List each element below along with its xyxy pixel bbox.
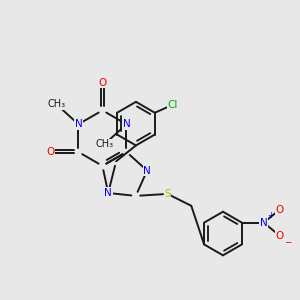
- Text: N: N: [143, 166, 151, 176]
- Text: N: N: [123, 119, 130, 129]
- Text: O: O: [46, 147, 55, 157]
- Text: −: −: [284, 237, 291, 246]
- Text: O: O: [275, 230, 284, 241]
- Text: O: O: [275, 205, 284, 215]
- Text: S: S: [164, 189, 171, 199]
- Text: N: N: [260, 218, 268, 228]
- Text: N: N: [74, 119, 82, 129]
- Text: N: N: [104, 188, 112, 198]
- Text: CH₃: CH₃: [48, 99, 66, 110]
- Text: Cl: Cl: [167, 100, 178, 110]
- Text: O: O: [98, 78, 106, 88]
- Text: +: +: [267, 211, 274, 220]
- Text: CH₃: CH₃: [96, 139, 114, 149]
